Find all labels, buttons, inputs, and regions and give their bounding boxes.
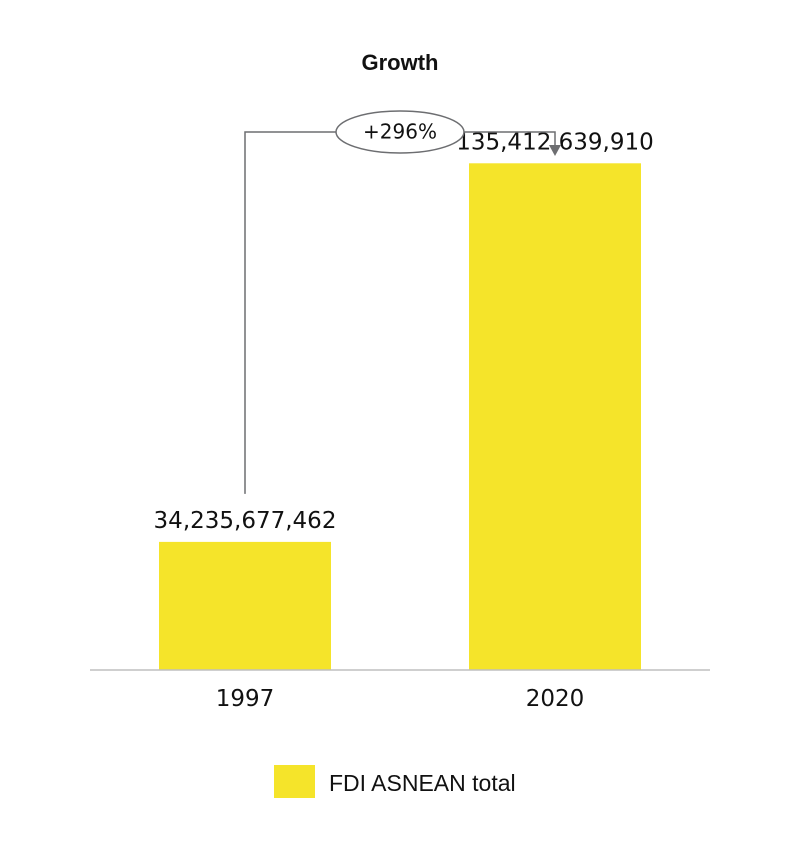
bars-group bbox=[159, 163, 641, 671]
bar-1997 bbox=[159, 541, 331, 670]
legend-swatch bbox=[274, 765, 315, 798]
growth-connector: +296% bbox=[244, 110, 561, 494]
x-tick-label-2020: 2020 bbox=[526, 686, 585, 712]
legend-label: FDI ASNEAN total bbox=[329, 770, 516, 796]
bar-2020 bbox=[469, 163, 641, 671]
chart-title: Growth bbox=[362, 50, 439, 75]
x-tick-labels-group: 1997 2020 bbox=[216, 686, 585, 712]
growth-arrow-head bbox=[549, 145, 561, 156]
growth-badge-ellipse bbox=[335, 110, 465, 154]
legend: FDI ASNEAN total bbox=[274, 765, 516, 798]
value-label-1997: 34,235,677,462 bbox=[154, 508, 337, 534]
growth-badge-label: +296% bbox=[363, 120, 437, 144]
x-tick-label-1997: 1997 bbox=[216, 686, 275, 712]
